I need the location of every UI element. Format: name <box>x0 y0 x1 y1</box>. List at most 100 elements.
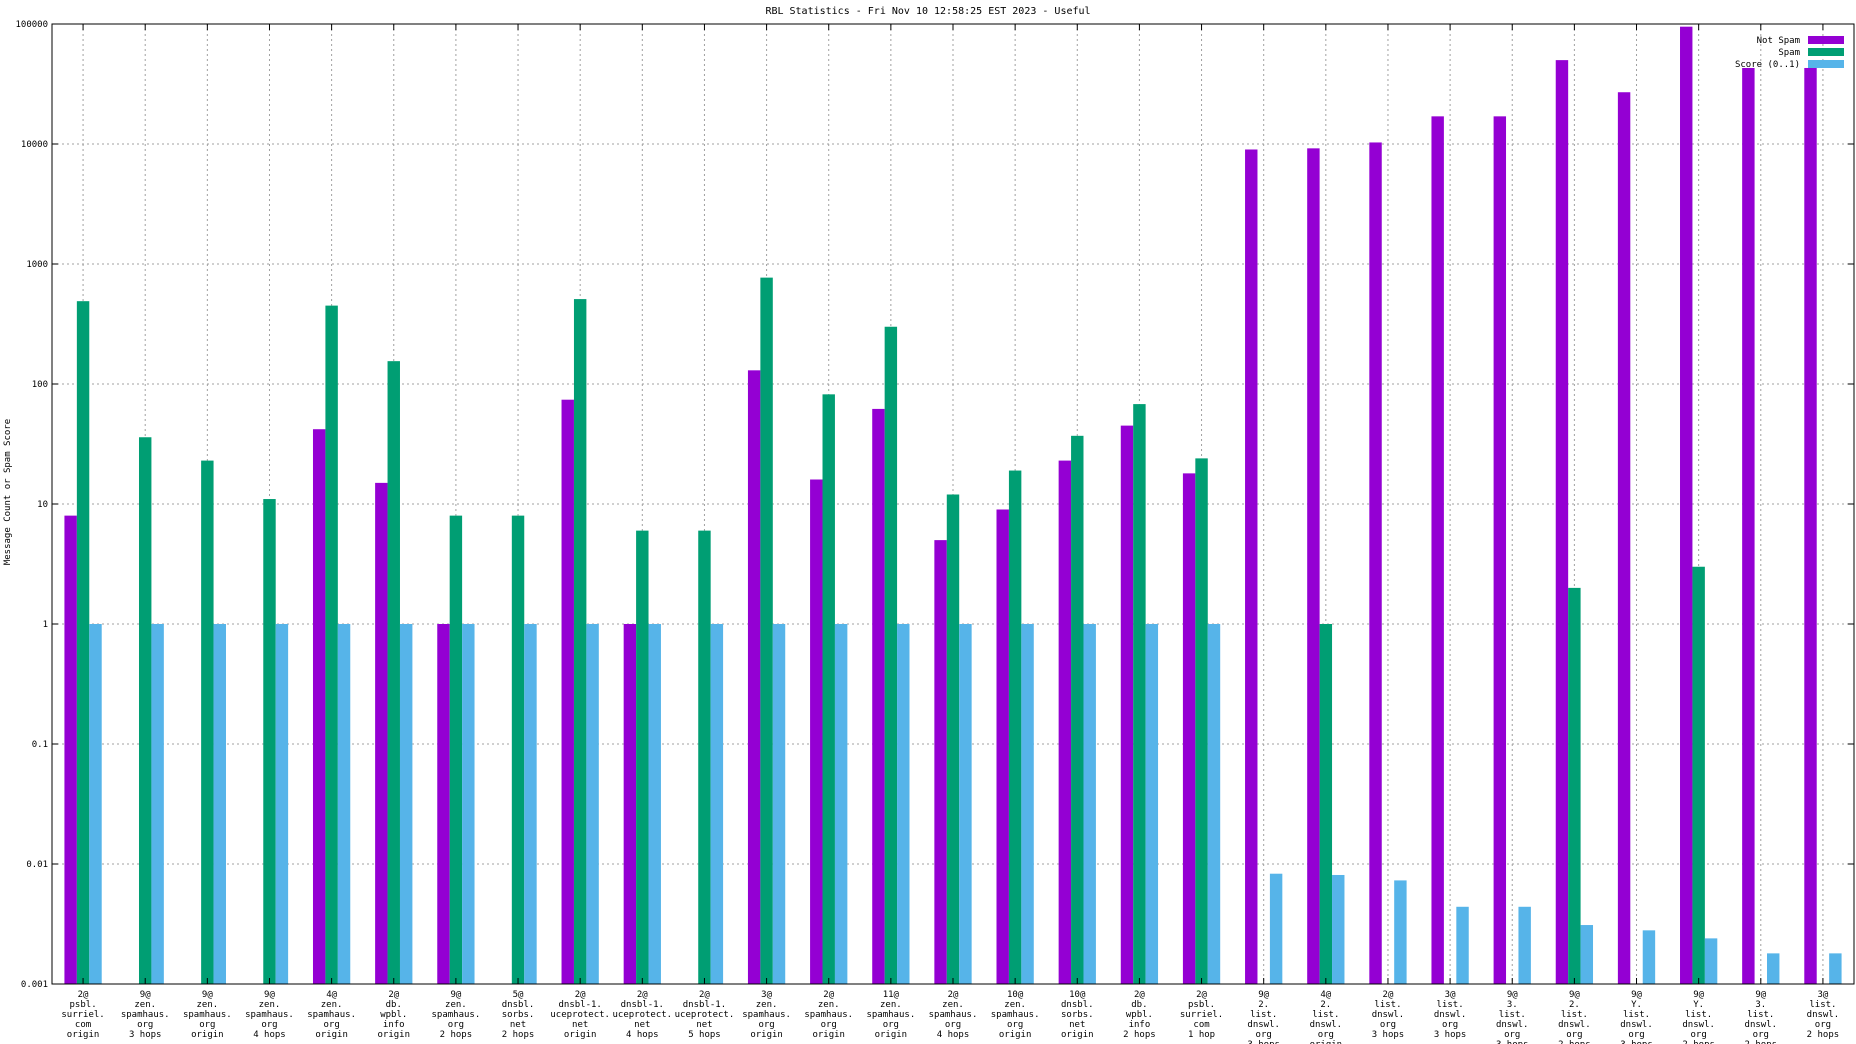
axis-ticks <box>52 23 1854 985</box>
x-category-label-line: info <box>1129 1020 1151 1030</box>
x-category-label-line: 2. <box>1320 1000 1331 1010</box>
x-category-label-line: spamhaus. <box>929 1010 978 1020</box>
x-category-label-line: dnswl. <box>1434 1010 1467 1020</box>
x-category-label-line: org <box>1753 1030 1769 1040</box>
x-category-label-line: 9@ <box>1569 990 1580 1000</box>
bar-not-spam <box>623 624 637 984</box>
x-category-label-line: 9@ <box>202 990 213 1000</box>
x-category-label-line: spamhaus. <box>307 1010 356 1020</box>
y-tick-label: 1 <box>43 620 48 630</box>
bar-not-spam <box>996 509 1009 984</box>
x-category-label-line: zen. <box>818 1000 840 1010</box>
x-category-label: 10@ zen. spamhaus. org origin <box>991 990 1040 1040</box>
bar-score-0-1 <box>1021 624 1034 984</box>
bar-not-spam <box>1742 67 1755 985</box>
x-category-label: 5@ dnsbl. sorbs. net 2 hops <box>502 990 535 1040</box>
x-category-label: 9@ zen. spamhaus. org 4 hops <box>245 990 294 1040</box>
x-category-label-line: sorbs. <box>502 1010 535 1020</box>
bar-not-spam <box>1120 425 1134 984</box>
bar-spam <box>698 530 711 984</box>
x-category-label-line: spamhaus. <box>742 1010 791 1020</box>
bar-score-0-1 <box>897 624 910 984</box>
x-category-label-line: org <box>323 1020 339 1030</box>
x-category-label: 3@ zen. spamhaus. org origin <box>742 990 791 1040</box>
x-category-label-line: 3@ <box>1445 990 1456 1000</box>
x-category-label-line: net <box>510 1020 526 1030</box>
x-category-label-line: 4 hops <box>626 1030 659 1040</box>
bars <box>64 26 1842 985</box>
bar-spam <box>946 494 960 984</box>
x-category-label: 9@ zen. spamhaus. org 2 hops <box>432 990 481 1040</box>
x-category-label-line: zen. <box>942 1000 964 1010</box>
x-category-label-line: net <box>1069 1020 1085 1030</box>
x-category-label-line: origin <box>999 1030 1032 1040</box>
x-category-label-line: dnswl. <box>1247 1020 1280 1030</box>
bar-score-0-1 <box>586 624 599 984</box>
x-category-label-line: 2@ <box>637 990 648 1000</box>
bar-score-0-1 <box>1456 906 1469 984</box>
x-category-label-line: list. <box>1809 1000 1836 1010</box>
legend-swatch <box>1808 36 1844 44</box>
y-tick-label: 0.01 <box>26 860 48 870</box>
x-category-label-line: spamhaus. <box>121 1010 170 1020</box>
x-category-label-line: 2@ <box>948 990 959 1000</box>
bar-score-0-1 <box>648 624 661 984</box>
x-category-label-line: wpbl. <box>380 1010 407 1020</box>
x-category-label-line: 10@ <box>1069 990 1086 1000</box>
bar-score-0-1 <box>1207 624 1221 984</box>
bar-spam <box>1133 404 1146 984</box>
bar-not-spam <box>747 370 761 985</box>
bar-score-0-1 <box>772 624 786 984</box>
x-category-label-line: origin <box>378 1030 411 1040</box>
bar-score-0-1 <box>1829 953 1842 984</box>
bar-score-0-1 <box>89 624 102 984</box>
x-category-label-line: 2 hops <box>1558 1040 1591 1044</box>
x-category-label-line: 4 hops <box>253 1030 286 1040</box>
x-category-label-line: org <box>821 1020 837 1030</box>
bar-not-spam <box>437 624 450 984</box>
x-category-label-line: 2@ <box>575 990 586 1000</box>
x-category-label-line: 5 hops <box>688 1030 721 1040</box>
bar-not-spam <box>375 482 388 984</box>
x-category-label-line: org <box>1007 1020 1023 1030</box>
x-category-label-line: dnswl. <box>1310 1020 1343 1030</box>
bar-score-0-1 <box>1642 930 1656 984</box>
x-category-label-line: 2 hops <box>1123 1030 1156 1040</box>
bar-score-0-1 <box>1269 873 1283 984</box>
x-category-label-line: org <box>1566 1030 1582 1040</box>
bar-score-0-1 <box>1083 624 1096 984</box>
bar-spam <box>573 299 587 985</box>
x-category-label: 2@ zen. spamhaus. org 4 hops <box>929 990 978 1040</box>
x-category-label-line: info <box>383 1020 405 1030</box>
x-category-label: 2@ dnsbl-1. uceprotect. net origin <box>550 990 610 1040</box>
x-category-label: 2@ dnsbl-1. uceprotect. net 4 hops <box>613 990 673 1040</box>
x-category-label-line: 2 hops <box>1807 1030 1840 1040</box>
x-category-label-line: zen. <box>1004 1000 1026 1010</box>
bar-spam <box>822 394 835 984</box>
x-category-label-line: 2. <box>1258 1000 1269 1010</box>
x-category-label-line: list. <box>1437 1000 1464 1010</box>
x-category-label-line: spamhaus. <box>183 1010 232 1020</box>
x-category-label: 2@ psbl. surriel. com 1 hop <box>1180 990 1223 1040</box>
legend-swatch <box>1808 60 1844 68</box>
bar-score-0-1 <box>1145 624 1159 984</box>
bar-score-0-1 <box>275 624 289 984</box>
x-category-label-line: origin <box>67 1030 100 1040</box>
bar-score-0-1 <box>337 624 351 984</box>
x-category-label-line: dnswl. <box>1682 1020 1715 1030</box>
legend-label: Score (0..1) <box>1735 60 1800 70</box>
x-category-label-line: zen. <box>880 1000 902 1010</box>
x-category-label-line: dnsbl-1. <box>683 1000 726 1010</box>
x-category-label-line: 2 hops <box>440 1030 473 1040</box>
x-category-label-line: dnsbl. <box>1061 1000 1094 1010</box>
bar-score-0-1 <box>834 624 848 984</box>
x-category-label: 2@ db. wpbl. info origin <box>378 990 411 1040</box>
x-category-label-line: db. <box>1131 1000 1147 1010</box>
y-tick-label: 1000 <box>26 260 48 270</box>
x-category-label-line: dnswl. <box>1372 1010 1405 1020</box>
x-category-label-line: 11@ <box>883 990 900 1000</box>
chart-title: RBL Statistics - Fri Nov 10 12:58:25 EST… <box>765 6 1090 17</box>
x-category-label-line: Y. <box>1631 1000 1642 1010</box>
